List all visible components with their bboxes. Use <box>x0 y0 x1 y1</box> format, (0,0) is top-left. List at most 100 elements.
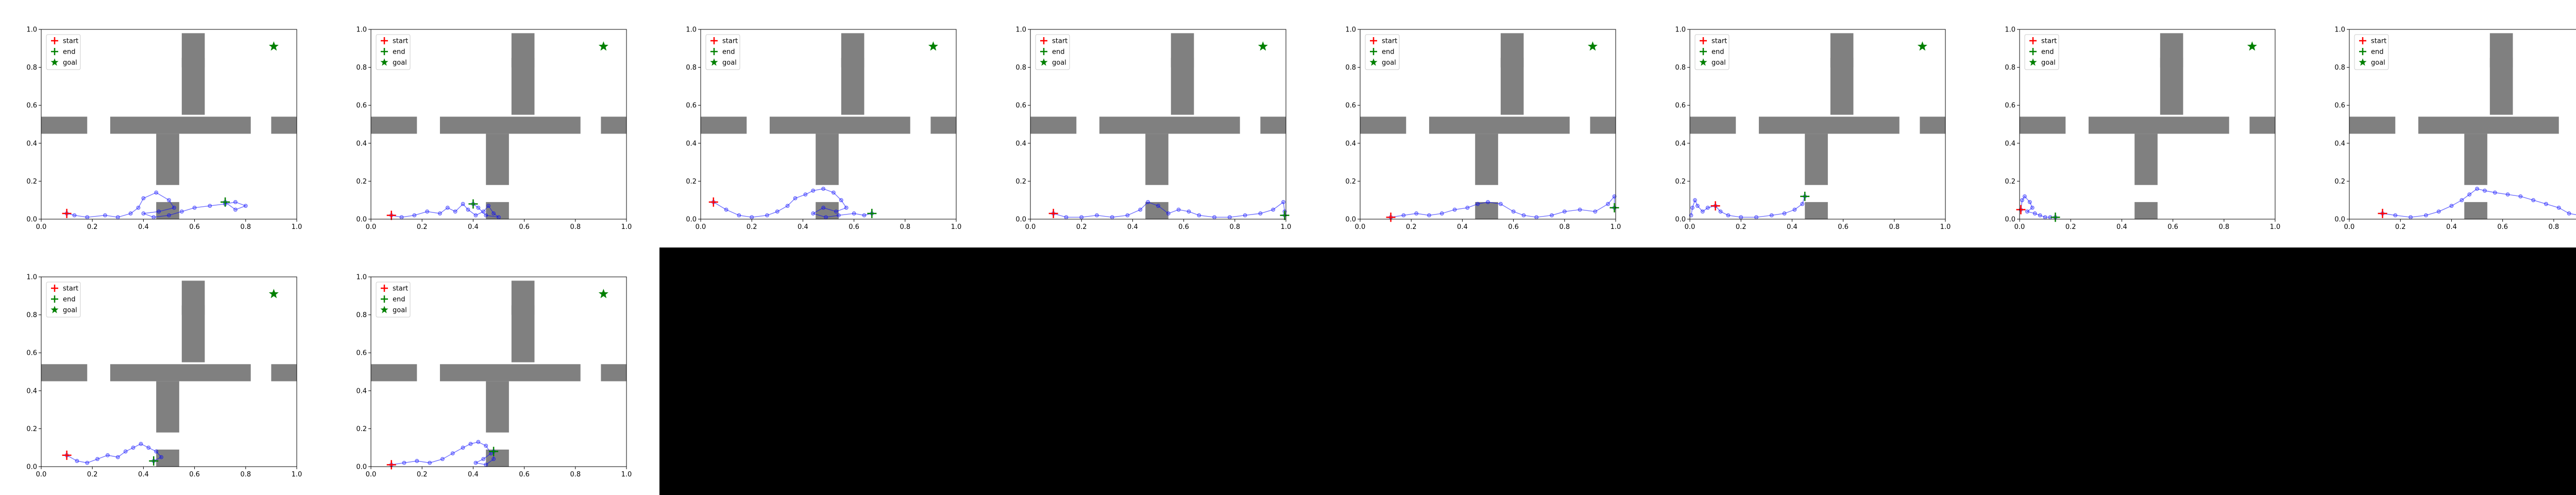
x-tick-label: 0.4 <box>468 471 479 478</box>
end-marker <box>1280 210 1290 220</box>
legend-end-marker <box>381 48 388 55</box>
obstacles <box>41 280 297 467</box>
trajectory-point <box>484 213 488 218</box>
goal-marker <box>598 289 608 299</box>
x-tick-label: 0.0 <box>2344 223 2355 231</box>
y-tick-label: 0.4 <box>1345 140 1356 147</box>
trajectory-point <box>737 213 741 218</box>
x-tick-label: 0.6 <box>2167 223 2178 231</box>
start-marker <box>62 208 72 218</box>
trajectory-point <box>440 457 445 461</box>
trajectory-point <box>1695 204 1700 208</box>
plot-svg: 0.0 0.2 0.4 0.6 0.8 1.0 0.0 0.2 0.4 0.6 0.8 1.0 star… <box>1015 26 1291 232</box>
legend-start-label: start <box>1711 38 1727 45</box>
start-marker <box>386 210 396 220</box>
axes-frame <box>1030 29 1286 220</box>
y-tick-label: 0.2 <box>26 178 37 186</box>
axes-frame <box>1689 29 1946 220</box>
y-tick-label: 0.2 <box>686 178 697 186</box>
trajectory-point <box>821 187 825 191</box>
start-marker <box>2378 208 2387 218</box>
end-marker <box>867 208 877 218</box>
trajectory-point <box>473 460 478 465</box>
legend-end-marker <box>51 295 58 303</box>
legend: start end goal <box>1365 34 1400 70</box>
trajectory-point <box>2449 204 2454 208</box>
obstacle <box>110 117 251 134</box>
trajectory-point <box>1064 215 1069 220</box>
trajectory-point <box>1562 209 1567 214</box>
trajectory-line <box>391 203 499 218</box>
axes-frame <box>2349 29 2576 220</box>
trajectory-point <box>473 213 478 218</box>
trajectory-point <box>1243 213 1247 218</box>
y-tick-label: 0.6 <box>1675 102 1686 110</box>
x-tick-label: 0.4 <box>468 223 479 231</box>
y-tick-label: 0.0 <box>686 216 697 224</box>
trajectory-point <box>2475 187 2479 191</box>
x-tick-label: 0.0 <box>36 223 47 231</box>
trajectory-point <box>1110 215 1114 220</box>
x-tick-label: 0.0 <box>1025 223 1036 231</box>
start-marker <box>708 197 718 207</box>
y-tick-label: 0.6 <box>26 350 37 357</box>
legend-goal-marker <box>50 306 59 314</box>
obstacle <box>601 364 626 382</box>
trajectory-point <box>412 213 417 218</box>
y-tick-label: 1.0 <box>1675 26 1686 34</box>
y-tick-label: 0.2 <box>356 425 367 433</box>
y-tick-label: 0.4 <box>1015 140 1026 147</box>
trajectory-point <box>151 215 156 220</box>
trajectory-point <box>72 213 77 218</box>
trajectory-point <box>131 446 135 450</box>
trajectory-point <box>141 211 146 216</box>
y-tick-label: 0.0 <box>1015 216 1026 224</box>
plot-svg: 0.0 0.2 0.4 0.6 0.8 1.0 0.0 0.2 0.4 0.6 0.8 1.0 star… <box>2005 26 2280 232</box>
trajectory-point <box>1197 213 1201 218</box>
obstacles <box>1030 33 1286 219</box>
y-tick-label: 0.2 <box>2005 178 2015 186</box>
y-tick-label: 0.8 <box>1675 64 1686 72</box>
obstacle <box>2464 134 2487 185</box>
x-tick-label: 0.6 <box>189 471 200 478</box>
y-tick-label: 0.0 <box>26 216 37 224</box>
obstacle <box>41 364 88 382</box>
legend: start end goal <box>46 282 81 318</box>
x-tick-label: 1.0 <box>621 471 632 478</box>
legend-end-label: end <box>1052 48 1065 56</box>
y-tick-label: 0.8 <box>686 64 697 72</box>
x-tick-label: 0.8 <box>240 223 251 231</box>
obstacle <box>511 305 535 362</box>
trajectory-point <box>2393 213 2398 218</box>
y-tick-label: 1.0 <box>2005 26 2015 34</box>
trajectory-point <box>1439 211 1444 216</box>
legend: start end goal <box>2354 34 2389 70</box>
y-tick-label: 0.0 <box>356 464 367 471</box>
ticks: 0.0 0.2 0.4 0.6 0.8 1.0 0.0 0.2 0.4 0.6 0.8 1.0 <box>1345 26 1621 232</box>
x-tick-label: 0.2 <box>417 471 428 478</box>
obstacles <box>2349 33 2559 219</box>
obstacle <box>371 364 417 382</box>
legend-end-marker <box>710 48 718 55</box>
plot-panel-1: 0.0 0.2 0.4 0.6 0.8 1.0 0.0 0.2 0.4 0.6 0.8 1.0 star… <box>0 0 330 248</box>
plot-panel-6: 0.0 0.2 0.4 0.6 0.8 1.0 0.0 0.2 0.4 0.6 0.8 1.0 star… <box>1649 0 1978 248</box>
y-tick-label: 1.0 <box>26 274 37 282</box>
trajectory-point <box>2023 194 2027 199</box>
y-tick-label: 0.2 <box>2334 178 2345 186</box>
legend: start end goal <box>705 34 740 70</box>
legend-end-label: end <box>63 48 76 56</box>
trajectory-point <box>1427 213 1431 218</box>
trajectory-point <box>466 207 470 212</box>
obstacle <box>701 117 747 134</box>
obstacle <box>1429 117 1570 134</box>
trajectory-line <box>391 441 494 466</box>
legend-goal-label: goal <box>2371 59 2385 67</box>
ticks: 0.0 0.2 0.4 0.6 0.8 1.0 0.0 0.2 0.4 0.6 0.8 1.0 <box>26 274 302 479</box>
trajectory-point <box>128 211 133 216</box>
trajectory-point <box>136 206 141 210</box>
trajectory-point <box>106 453 110 457</box>
legend: start end goal <box>2024 34 2059 70</box>
x-tick-label: 0.0 <box>36 471 47 478</box>
y-tick-label: 0.0 <box>1675 216 1686 224</box>
legend-end-label: end <box>2041 48 2054 56</box>
